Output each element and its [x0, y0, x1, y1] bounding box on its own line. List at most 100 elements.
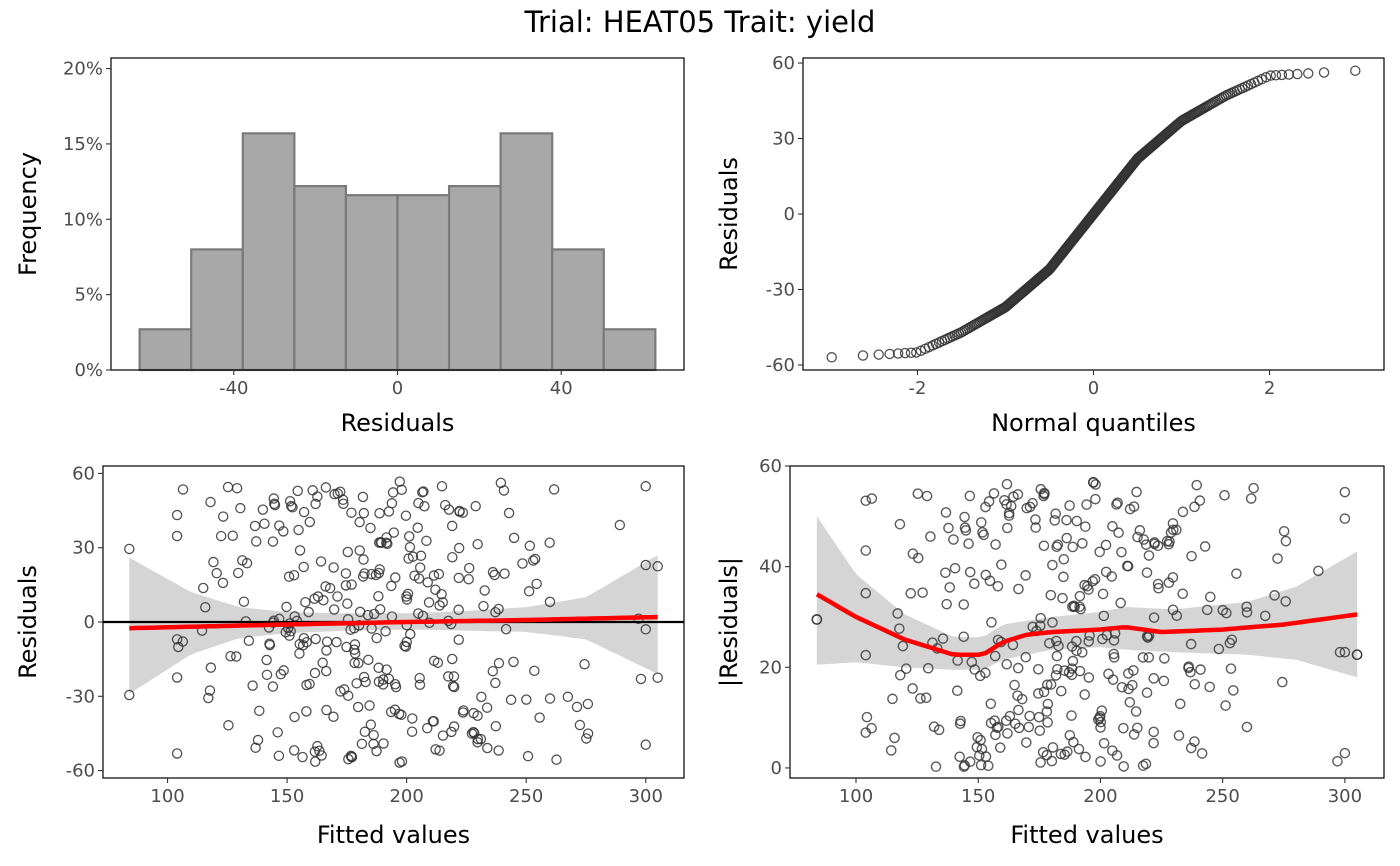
residual-point — [346, 579, 357, 590]
abs-residual-point — [1116, 546, 1127, 558]
histogram-panel: -40 0 40 0% 5% 10% 15% 20% Residuals Frequency — [14, 57, 685, 437]
abs-residual-point — [860, 587, 872, 599]
abs-residual-point — [1009, 679, 1020, 691]
residual-point — [448, 721, 460, 732]
abs-residual-point — [964, 566, 976, 578]
residual-point — [353, 657, 364, 669]
residual-point — [284, 495, 296, 507]
residual-point — [468, 726, 479, 738]
abs-residual-point — [951, 685, 963, 697]
abs-residual-point — [1061, 532, 1073, 544]
qq-point — [1350, 65, 1361, 76]
residual-point — [203, 692, 214, 704]
y-tick-label: 30 — [772, 129, 795, 150]
abs-residual-point — [1108, 648, 1120, 660]
abs-residual-point — [1199, 541, 1211, 552]
residual-point — [293, 524, 304, 536]
abs-residual-point — [1183, 661, 1194, 672]
abs-residual-point — [897, 640, 909, 652]
abs-residual-point — [1058, 571, 1069, 583]
abs-residual-point — [1052, 663, 1063, 675]
residual-point — [321, 636, 333, 647]
abs-residual-point — [930, 761, 942, 772]
abs-residual-point — [1016, 693, 1028, 705]
residual-point — [252, 734, 264, 746]
residual-point — [529, 553, 541, 565]
residual-point — [387, 487, 399, 498]
abs-residual-point — [1134, 525, 1146, 536]
abs-residual-point — [1045, 679, 1057, 690]
histogram-bar — [138, 328, 193, 372]
residual-point — [524, 540, 536, 552]
abs-residual-point — [1068, 736, 1079, 748]
residual-point — [447, 680, 459, 692]
abs-residual-point — [1087, 575, 1099, 587]
residuals-vs-fitted-ticks: 100 150 200 250 300 -60 -30 0 30 60 — [66, 463, 663, 807]
qq-point — [1283, 69, 1295, 80]
histogram-bar — [293, 185, 348, 372]
histogram-x-label: Residuals — [341, 409, 455, 437]
residual-point — [374, 604, 386, 615]
residual-point — [614, 519, 626, 531]
qq-point — [884, 348, 895, 360]
histogram-bar — [241, 132, 296, 372]
residual-point — [499, 568, 510, 579]
abs-residual-point — [1047, 559, 1058, 571]
abs-residual-point — [1269, 590, 1280, 601]
residual-point — [307, 485, 318, 496]
residual-point — [453, 572, 465, 584]
abs-residual-point — [1030, 522, 1042, 533]
histogram-bar — [551, 248, 605, 372]
residual-point — [370, 569, 382, 581]
abs-residual-point — [912, 552, 924, 564]
residual-point — [286, 500, 297, 512]
residual-point — [368, 729, 379, 741]
residual-point — [493, 603, 504, 615]
abs-residual-point — [1118, 722, 1129, 734]
residual-point — [415, 550, 427, 562]
residual-point — [298, 561, 309, 573]
residual-point — [272, 727, 283, 738]
residual-point — [200, 601, 211, 613]
abs-residual-point — [1090, 493, 1101, 505]
residual-point — [257, 504, 269, 515]
residual-point — [373, 676, 385, 687]
abs-residual-point — [1013, 583, 1024, 595]
residual-point — [436, 480, 448, 492]
qq-point — [1260, 71, 1272, 83]
residual-point — [328, 562, 339, 573]
residual-point — [243, 635, 255, 647]
abs-residual-point — [1010, 718, 1021, 730]
qq-point — [892, 348, 904, 359]
abs-residual-point — [1196, 748, 1208, 759]
residual-point — [373, 662, 384, 674]
residual-point — [446, 520, 458, 532]
abs-residual-point — [900, 663, 912, 674]
y-tick-label: 30 — [72, 538, 95, 559]
abs-residual-point — [1171, 524, 1182, 536]
x-tick-label: 150 — [961, 786, 995, 807]
residual-point — [407, 551, 419, 562]
abs-residual-point — [1057, 592, 1068, 604]
y-tick-label: 10% — [63, 209, 103, 230]
abs-residual-point — [958, 761, 970, 772]
residual-point — [292, 485, 303, 497]
abs-residual-point — [969, 578, 980, 590]
residual-point — [551, 754, 562, 765]
abs-residual-point — [1276, 676, 1288, 688]
residual-point — [523, 586, 535, 597]
abs-residual-point — [1173, 730, 1185, 741]
qq-point — [899, 347, 911, 359]
abs-residual-point — [1055, 748, 1067, 760]
qq-point — [1292, 68, 1303, 80]
abs-residual-point — [917, 587, 928, 598]
abs-residuals-frame — [789, 465, 1385, 779]
abs-residual-point — [1083, 672, 1095, 683]
residual-point — [446, 726, 457, 738]
abs-residual-point — [1248, 482, 1259, 494]
residual-point — [340, 580, 352, 591]
x-tick-label: 200 — [1083, 786, 1117, 807]
abs-residual-point — [1033, 688, 1044, 699]
residual-point — [320, 482, 332, 493]
abs-residual-point — [1107, 520, 1118, 532]
